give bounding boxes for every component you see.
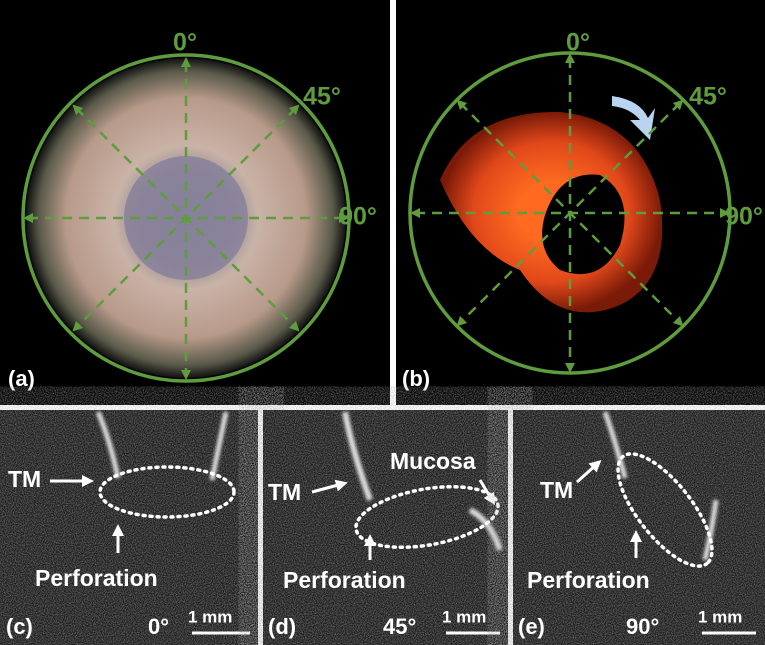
panel-label: (e): [518, 614, 545, 639]
angle-label: 0°: [173, 29, 197, 57]
panel-label: (a): [8, 366, 35, 391]
scale-label: 1 mm: [698, 607, 742, 626]
panel-label: (b): [402, 366, 430, 391]
annotation: Mucosa: [390, 448, 476, 474]
panel-d: TM Mucosa Perforation (d) 45° 1 mm: [263, 410, 508, 645]
panel-label: (c): [6, 614, 33, 639]
panel-b: 0° 45° 90° (b): [396, 0, 765, 405]
angle-label: 90°: [339, 203, 377, 231]
annotation: TM: [268, 479, 301, 505]
angle-label: 90°: [626, 614, 659, 639]
panel-e: TM Perforation (e) 90° 1 mm: [513, 410, 765, 645]
angle-label: 45°: [383, 614, 416, 639]
panel-c: TM Perforation (c) 0° 1 mm: [0, 410, 258, 645]
angle-label: 0°: [148, 614, 169, 639]
scale-label: 1 mm: [442, 607, 486, 626]
panel-a: 0° 45° 90° (a): [0, 0, 390, 405]
annotation: TM: [540, 477, 573, 503]
angle-label: 90°: [725, 203, 763, 231]
angle-label: 45°: [303, 83, 341, 111]
annotation: Perforation: [35, 565, 158, 591]
scale-label: 1 mm: [188, 607, 232, 626]
angle-label: 0°: [566, 29, 590, 57]
panel-label: (d): [268, 614, 296, 639]
annotation: Perforation: [527, 567, 650, 593]
annotation: TM: [8, 466, 41, 492]
angle-label: 45°: [689, 83, 727, 111]
annotation: Perforation: [283, 567, 406, 593]
